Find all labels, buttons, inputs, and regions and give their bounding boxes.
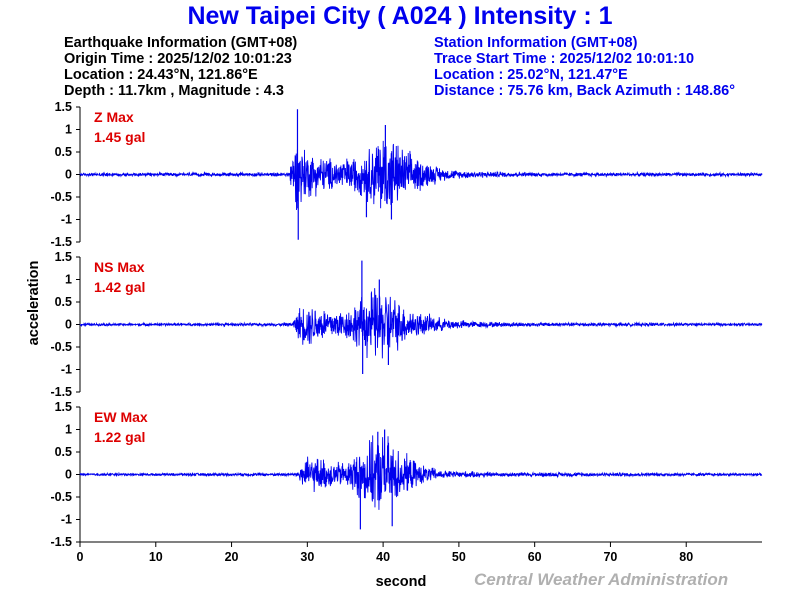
- component-max-label: EW Max: [94, 409, 148, 425]
- x-tick-label: 10: [149, 550, 163, 564]
- x-tick-label: 50: [452, 550, 466, 564]
- y-tick-label: 0.5: [55, 145, 72, 159]
- x-axis-title: second: [376, 574, 427, 590]
- component-max-value: 1.22 gal: [94, 429, 145, 445]
- x-tick-label: 80: [679, 550, 693, 564]
- y-tick-label: -0.5: [50, 190, 72, 204]
- x-tick-label: 0: [77, 550, 84, 564]
- y-axis-title: acceleration: [26, 261, 42, 346]
- x-tick-label: 70: [603, 550, 617, 564]
- component-max-value: 1.42 gal: [94, 279, 145, 295]
- station-info: Station Information (GMT+08) Trace Start…: [434, 35, 735, 99]
- y-tick-label: -0.5: [50, 490, 72, 504]
- y-tick-label: -1.5: [50, 235, 72, 249]
- y-tick-label: 0.5: [55, 295, 72, 309]
- earthquake-info: Earthquake Information (GMT+08) Origin T…: [64, 35, 297, 99]
- y-tick-label: 0.5: [55, 445, 72, 459]
- x-tick-label: 60: [528, 550, 542, 564]
- page-title: New Taipei City ( A024 ) Intensity : 1: [187, 2, 613, 30]
- y-tick-label: -1: [61, 363, 72, 377]
- station-location: Location : 25.02°N, 121.47°E: [434, 67, 628, 83]
- y-tick-label: 0: [65, 318, 72, 332]
- footer-credit: Central Weather Administration: [474, 570, 729, 589]
- earthquake-info-header: Earthquake Information (GMT+08): [64, 35, 298, 51]
- y-tick-label: 1.5: [55, 100, 72, 114]
- component-max-label: Z Max: [94, 109, 134, 125]
- y-tick-label: -1: [61, 213, 72, 227]
- y-tick-label: 0: [65, 168, 72, 182]
- station-info-header: Station Information (GMT+08): [434, 35, 638, 51]
- y-tick-label: -1.5: [50, 535, 72, 549]
- y-tick-label: 1: [65, 273, 72, 287]
- y-tick-label: -1.5: [50, 385, 72, 399]
- component-max-label: NS Max: [94, 259, 145, 275]
- depth-magnitude: Depth : 11.7km , Magnitude : 4.3: [64, 83, 284, 99]
- x-tick-label: 30: [300, 550, 314, 564]
- y-tick-label: 1: [65, 123, 72, 137]
- distance-azimuth: Distance : 75.76 km, Back Azimuth : 148.…: [434, 83, 736, 99]
- origin-time: Origin Time : 2025/12/02 10:01:23: [64, 51, 292, 67]
- waveform-trace-z: [79, 140, 763, 211]
- epicenter-location: Location : 24.43°N, 121.86°E: [64, 67, 258, 83]
- y-tick-label: 1.5: [55, 250, 72, 264]
- x-tick-label: 40: [376, 550, 390, 564]
- y-tick-label: 0: [65, 468, 72, 482]
- trace-start-time: Trace Start Time : 2025/12/02 10:01:10: [434, 51, 695, 67]
- y-tick-label: -0.5: [50, 340, 72, 354]
- waveform-trace-ew: [79, 435, 763, 510]
- y-tick-label: -1: [61, 513, 72, 527]
- waveform-trace-ns: [79, 288, 763, 359]
- x-tick-label: 20: [225, 550, 239, 564]
- y-tick-label: 1: [65, 423, 72, 437]
- y-tick-label: 1.5: [55, 400, 72, 414]
- component-max-value: 1.45 gal: [94, 129, 145, 145]
